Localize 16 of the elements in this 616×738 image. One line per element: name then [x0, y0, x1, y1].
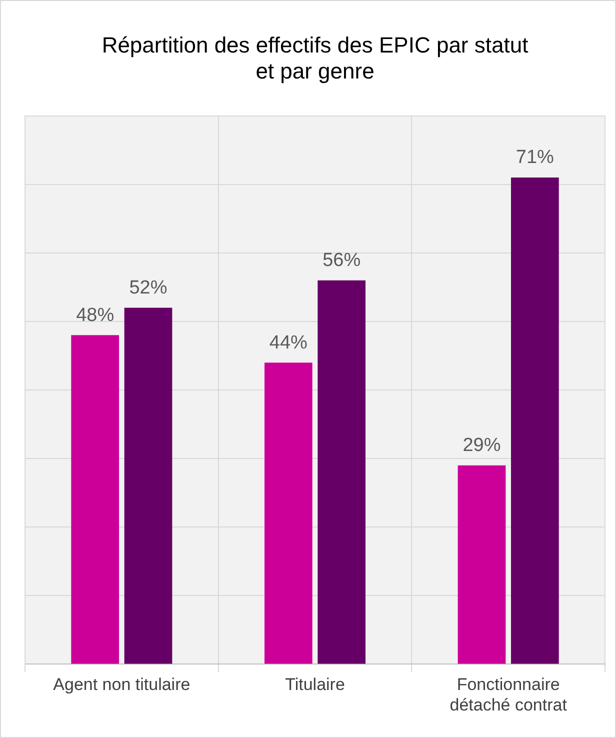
- data-label: 44%: [269, 332, 308, 354]
- bar: [264, 362, 312, 664]
- data-label: 71%: [516, 147, 554, 168]
- bar: [458, 465, 506, 664]
- data-label: 29%: [462, 435, 501, 456]
- bar: [510, 177, 559, 664]
- data-label: 52%: [129, 277, 168, 298]
- data-label: 56%: [322, 250, 361, 272]
- bar: [71, 335, 120, 664]
- x-tick-label: Titulaire: [285, 675, 345, 694]
- data-label: 48%: [76, 304, 114, 326]
- bar: [318, 280, 366, 664]
- x-tick-label: Agent non titulaire: [53, 675, 190, 694]
- bar: [124, 308, 172, 664]
- chart-title: Répartition des effectifs des EPIC par statut et par genre: [102, 32, 528, 84]
- x-tick-label: Fonctionnaire détaché contrat: [450, 675, 568, 714]
